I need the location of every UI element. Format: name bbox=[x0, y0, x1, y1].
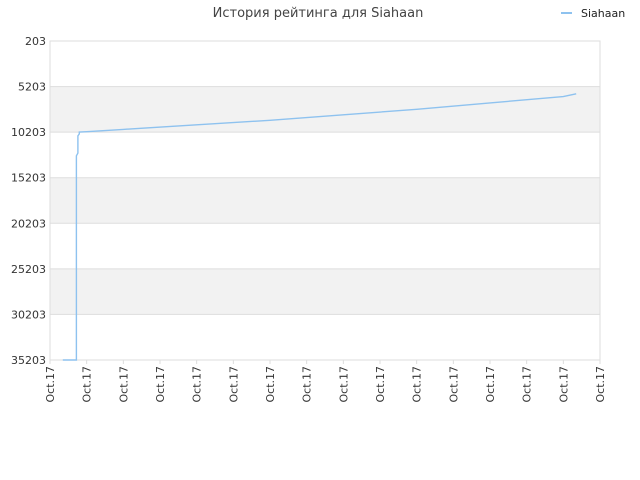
x-tick-label: Oct.17 bbox=[81, 366, 94, 403]
gridlines bbox=[50, 40, 600, 361]
plot-frame bbox=[49, 40, 601, 361]
y-tick-label: 203 bbox=[25, 35, 46, 48]
plot-band bbox=[50, 86, 600, 133]
x-tick-label: Oct.17 bbox=[594, 366, 607, 403]
x-tick-label: Oct.17 bbox=[117, 366, 130, 403]
legend[interactable]: Siahaan bbox=[561, 7, 625, 20]
x-tick-label: Oct.17 bbox=[521, 366, 534, 403]
y-tick-label: 30203 bbox=[11, 308, 46, 321]
x-tick-label: Oct.17 bbox=[191, 366, 204, 403]
x-tick-label: Oct.17 bbox=[227, 366, 240, 403]
x-tick-label: Oct.17 bbox=[154, 366, 167, 403]
x-tick-label: Oct.17 bbox=[374, 366, 387, 403]
series-layer bbox=[62, 93, 577, 361]
x-tick-label: Oct.17 bbox=[411, 366, 424, 403]
y-tick-label: 15203 bbox=[11, 172, 46, 185]
y-tick-label: 10203 bbox=[11, 126, 46, 139]
plot-band bbox=[50, 177, 600, 224]
y-tick-label: 20203 bbox=[11, 217, 46, 230]
x-tick-label: Oct.17 bbox=[301, 366, 314, 403]
plot-band bbox=[50, 268, 600, 315]
x-axis-ticks: Oct.17 Oct.17 Oct.17 Oct.17 Oct.17 Oct.17 Oct.… bbox=[44, 360, 607, 403]
x-tick-label: Oct.17 bbox=[447, 366, 460, 403]
x-tick-label: Oct.17 bbox=[264, 366, 277, 403]
y-tick-label: 5203 bbox=[18, 81, 46, 94]
x-tick-label: Oct.17 bbox=[484, 366, 497, 403]
legend-label-siahaan: Siahaan bbox=[581, 7, 625, 20]
plot-bands bbox=[50, 86, 600, 315]
chart-title: История рейтинга для Siahaan bbox=[213, 6, 424, 21]
x-tick-label: Oct.17 bbox=[557, 366, 570, 403]
y-axis-ticks: 203 5203 10203 15203 20203 25203 30203 35203 bbox=[11, 35, 46, 367]
y-tick-label: 35203 bbox=[11, 354, 46, 367]
y-tick-label: 25203 bbox=[11, 263, 46, 276]
x-tick-label: Oct.17 bbox=[44, 366, 57, 403]
x-tick-label: Oct.17 bbox=[337, 366, 350, 403]
series-line-siahaan bbox=[62, 93, 577, 361]
